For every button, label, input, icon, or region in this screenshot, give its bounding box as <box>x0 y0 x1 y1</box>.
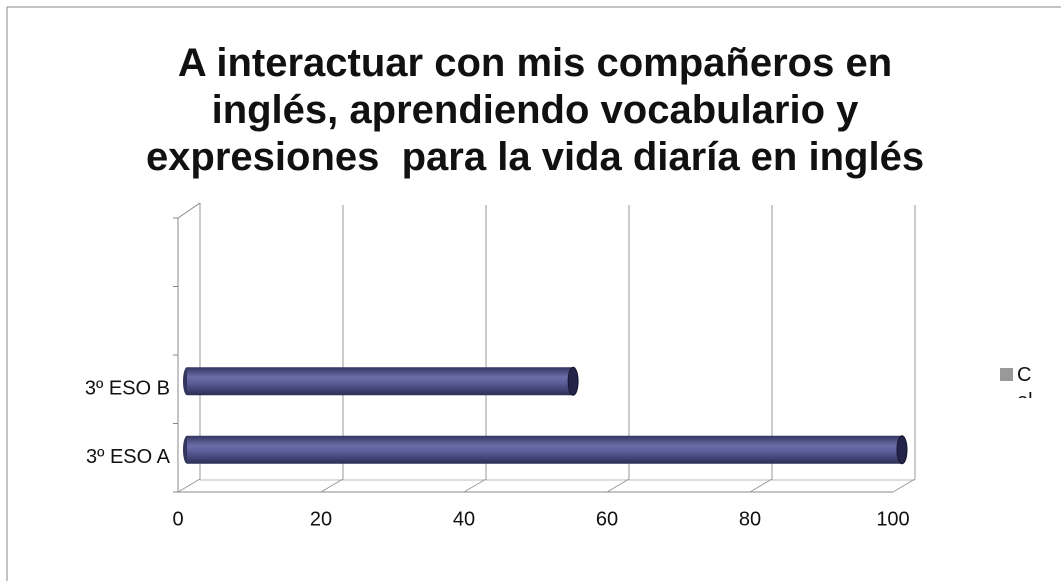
legend-swatch <box>1000 368 1013 381</box>
y-axis-edge <box>177 202 201 219</box>
chart-title: A interactuar con mis compañeros en ingl… <box>145 41 925 179</box>
bar <box>187 367 574 396</box>
bar-cap <box>896 435 908 465</box>
grid-line <box>606 205 630 493</box>
grid-line <box>749 205 773 493</box>
x-tick-label: 20 <box>310 508 332 530</box>
legend-label: Col <box>1017 364 1033 398</box>
grid-line <box>892 205 916 493</box>
x-tick-label: 80 <box>739 508 761 530</box>
bar <box>187 435 902 464</box>
x-tick-label: 100 <box>876 508 909 530</box>
bar-cap <box>567 366 579 396</box>
x-tick-label: 60 <box>596 508 618 530</box>
grid-line <box>463 205 487 493</box>
y-tick-label: 3º ESO B <box>85 378 170 400</box>
grid-line <box>177 205 201 493</box>
x-tick-label: 40 <box>453 508 475 530</box>
x-tick-label: 0 <box>172 508 183 530</box>
y-tick-label: 3º ESO A <box>86 446 171 468</box>
grid-line <box>320 205 344 493</box>
